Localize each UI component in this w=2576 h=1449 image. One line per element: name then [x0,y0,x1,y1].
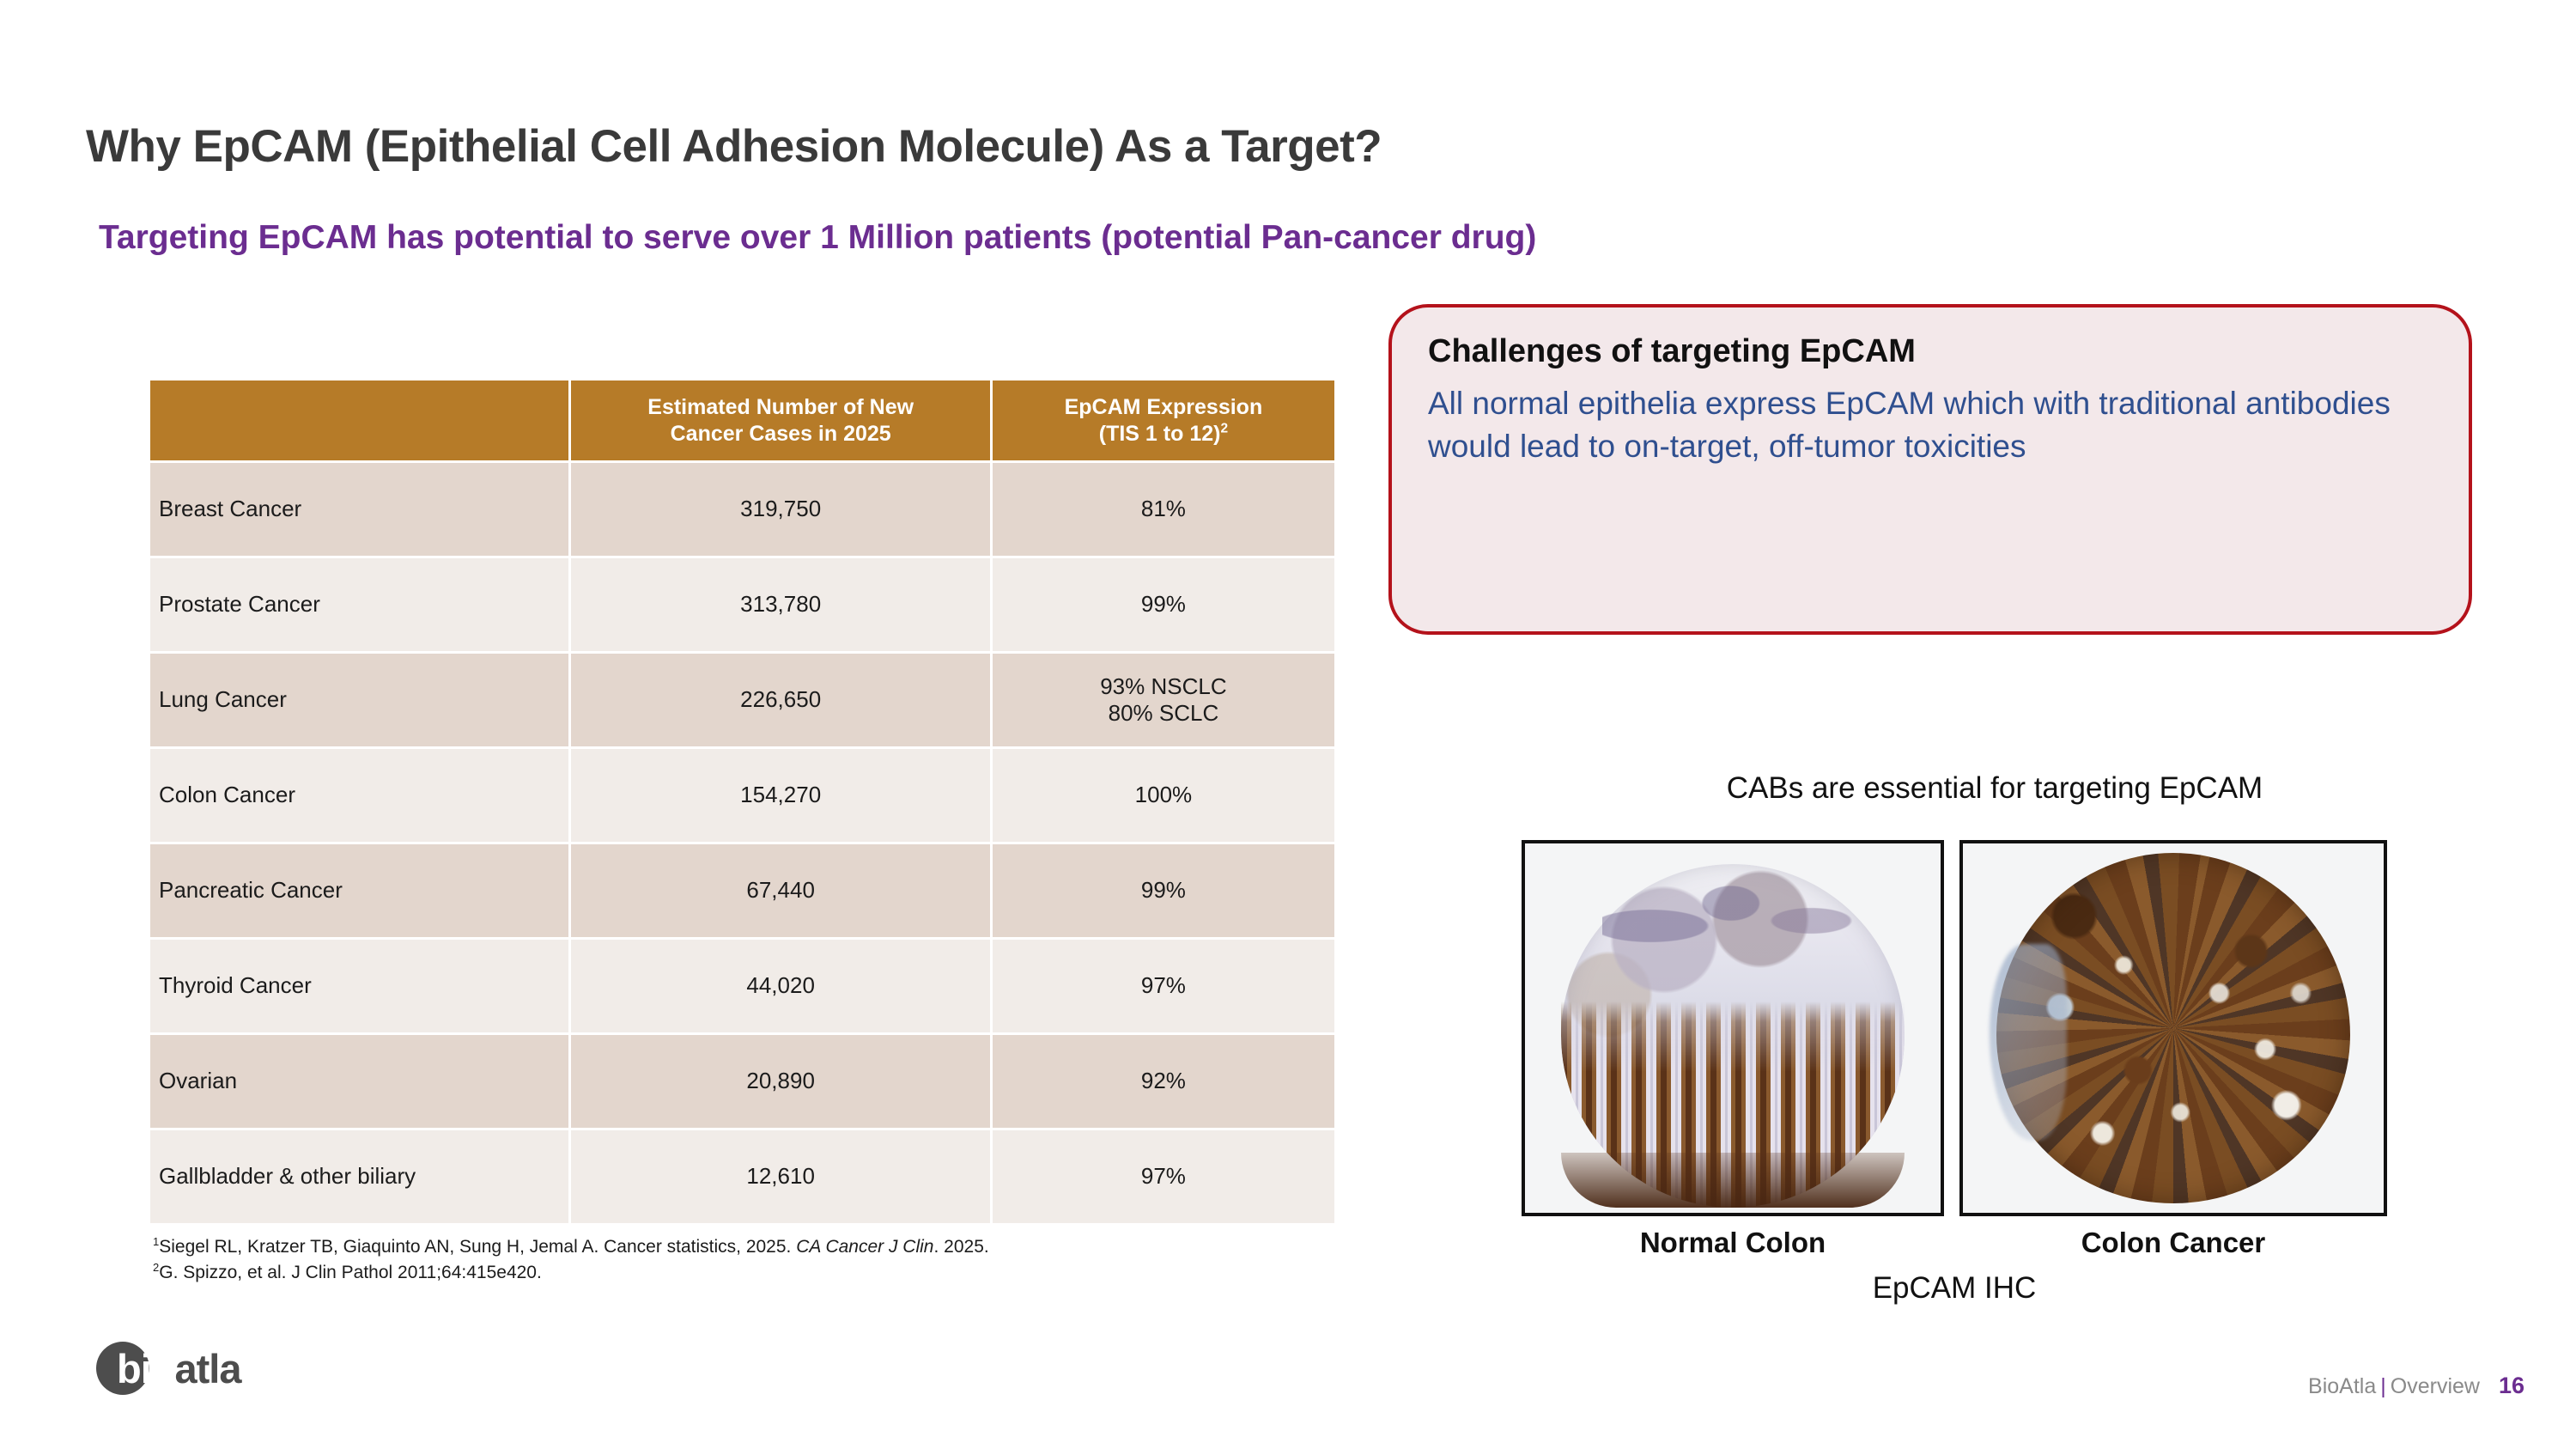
bioatla-logo: bioatla [96,1342,276,1395]
row-cancer-name: Gallbladder & other biliary [150,1130,569,1223]
logo-circle-mark [96,1342,149,1395]
row-expression: 100% [992,749,1334,842]
row-expression: 99% [992,844,1334,937]
row-expression: 81% [992,463,1334,556]
ihc-assay-label: EpCAM IHC [1872,1271,2037,1305]
page-subtitle: Targeting EpCAM has potential to serve o… [99,219,1537,256]
table-row: Lung Cancer 226,650 93% NSCLC 80% SCLC [150,654,1334,746]
colon-cancer-tissue-core [1989,853,2350,1203]
footnote-2-text: G. Spizzo, et al. J Clin Pathol 2011;64:… [159,1262,542,1282]
row-cases: 20,890 [571,1035,990,1128]
footnote-1-marker: 1 [153,1235,160,1248]
row-expression-sclc: 80% SCLC [1108,700,1219,726]
row-cases: 226,650 [571,654,990,746]
row-cases: 319,750 [571,463,990,556]
header-expr-line1: EpCAM Expression [1064,395,1263,419]
row-expression: 92% [992,1035,1334,1128]
row-cases: 44,020 [571,940,990,1032]
table-header-expression: EpCAM Expression (TIS 1 to 12)2 [992,381,1334,460]
row-cancer-name: Ovarian [150,1035,569,1128]
row-cancer-name: Pancreatic Cancer [150,844,569,937]
table-row: Gallbladder & other biliary 12,610 97% [150,1130,1334,1223]
row-expression-nsclc: 93% NSCLC [1100,673,1227,699]
challenges-callout-box: Challenges of targeting EpCAM All normal… [1388,304,2472,635]
page-title: Why EpCAM (Epithelial Cell Adhesion Mole… [86,121,1382,172]
footer-meta: BioAtla | Overview 16 [2308,1373,2524,1399]
table-row: Colon Cancer 154,270 100% [150,749,1334,842]
footnotes: 1Siegel RL, Kratzer TB, Giaquinto AN, Su… [153,1234,989,1286]
logo-text-bio: bio [117,1346,175,1391]
row-expression: 93% NSCLC 80% SCLC [992,654,1334,746]
table-body: Breast Cancer 319,750 81% Prostate Cance… [150,463,1334,1223]
row-cancer-name: Breast Cancer [150,463,569,556]
normal-colon-submucosa [1602,884,1870,988]
table-row: Breast Cancer 319,750 81% [150,463,1334,556]
table-header-blank [150,381,569,460]
normal-colon-tissue-core [1561,863,1905,1208]
footnote-1-journal: CA Cancer J Clin [796,1237,934,1257]
colon-cancer-stroma [1989,944,2068,1141]
cancer-statistics-table: Estimated Number of New Cancer Cases in … [148,378,1337,1226]
table-row: Ovarian 20,890 92% [150,1035,1334,1128]
footnote-1: 1Siegel RL, Kratzer TB, Giaquinto AN, Su… [153,1234,989,1260]
footer-separator: | [2380,1374,2386,1398]
row-cases: 67,440 [571,844,990,937]
table-header-row: Estimated Number of New Cancer Cases in … [150,381,1334,460]
table-header-cases: Estimated Number of New Cancer Cases in … [571,381,990,460]
table-row: Prostate Cancer 313,780 99% [150,558,1334,651]
normal-colon-histology-image [1525,843,1941,1213]
header-expr-line2: (TIS 1 to 12) [1098,421,1221,446]
row-expression: 99% [992,558,1334,651]
row-cases: 154,270 [571,749,990,842]
normal-colon-crypt-base-staining [1561,1152,1905,1208]
footer-page-number: 16 [2498,1373,2524,1398]
table-row: Pancreatic Cancer 67,440 99% [150,844,1334,937]
header-cases-line1: Estimated Number of New [647,395,914,419]
colon-cancer-histology-image [1963,843,2384,1213]
challenges-title: Challenges of targeting EpCAM [1428,333,1916,369]
row-cancer-name: Colon Cancer [150,749,569,842]
logo-wordmark: bioatla [117,1345,241,1392]
table-row: Thyroid Cancer 44,020 97% [150,940,1334,1032]
cabs-section-title: CABs are essential for targeting EpCAM [1726,771,2263,805]
footer-company: BioAtla [2308,1374,2377,1398]
row-expression: 97% [992,1130,1334,1223]
header-expr-footnote-marker: 2 [1220,421,1229,436]
row-cancer-name: Prostate Cancer [150,558,569,651]
row-cases: 313,780 [571,558,990,651]
ihc-image-colon-cancer [1959,840,2387,1216]
footnote-1-text-b: . 2025. [933,1237,989,1257]
row-cancer-name: Lung Cancer [150,654,569,746]
footnote-2-marker: 2 [153,1260,160,1274]
ihc-image-normal-colon [1522,840,1944,1216]
footnote-2: 2G. Spizzo, et al. J Clin Pathol 2011;64… [153,1260,989,1286]
footer-deck-name: Overview [2390,1374,2480,1398]
footnote-1-text-a: Siegel RL, Kratzer TB, Giaquinto AN, Sun… [159,1237,797,1257]
row-expression: 97% [992,940,1334,1032]
caption-normal-colon: Normal Colon [1639,1227,1826,1258]
challenges-body: All normal epithelia express EpCAM which… [1428,386,2391,464]
row-cases: 12,610 [571,1130,990,1223]
logo-text-atla: atla [174,1346,241,1391]
row-cancer-name: Thyroid Cancer [150,940,569,1032]
caption-colon-cancer: Colon Cancer [2081,1227,2266,1258]
header-cases-line2: Cancer Cases in 2025 [670,421,891,446]
